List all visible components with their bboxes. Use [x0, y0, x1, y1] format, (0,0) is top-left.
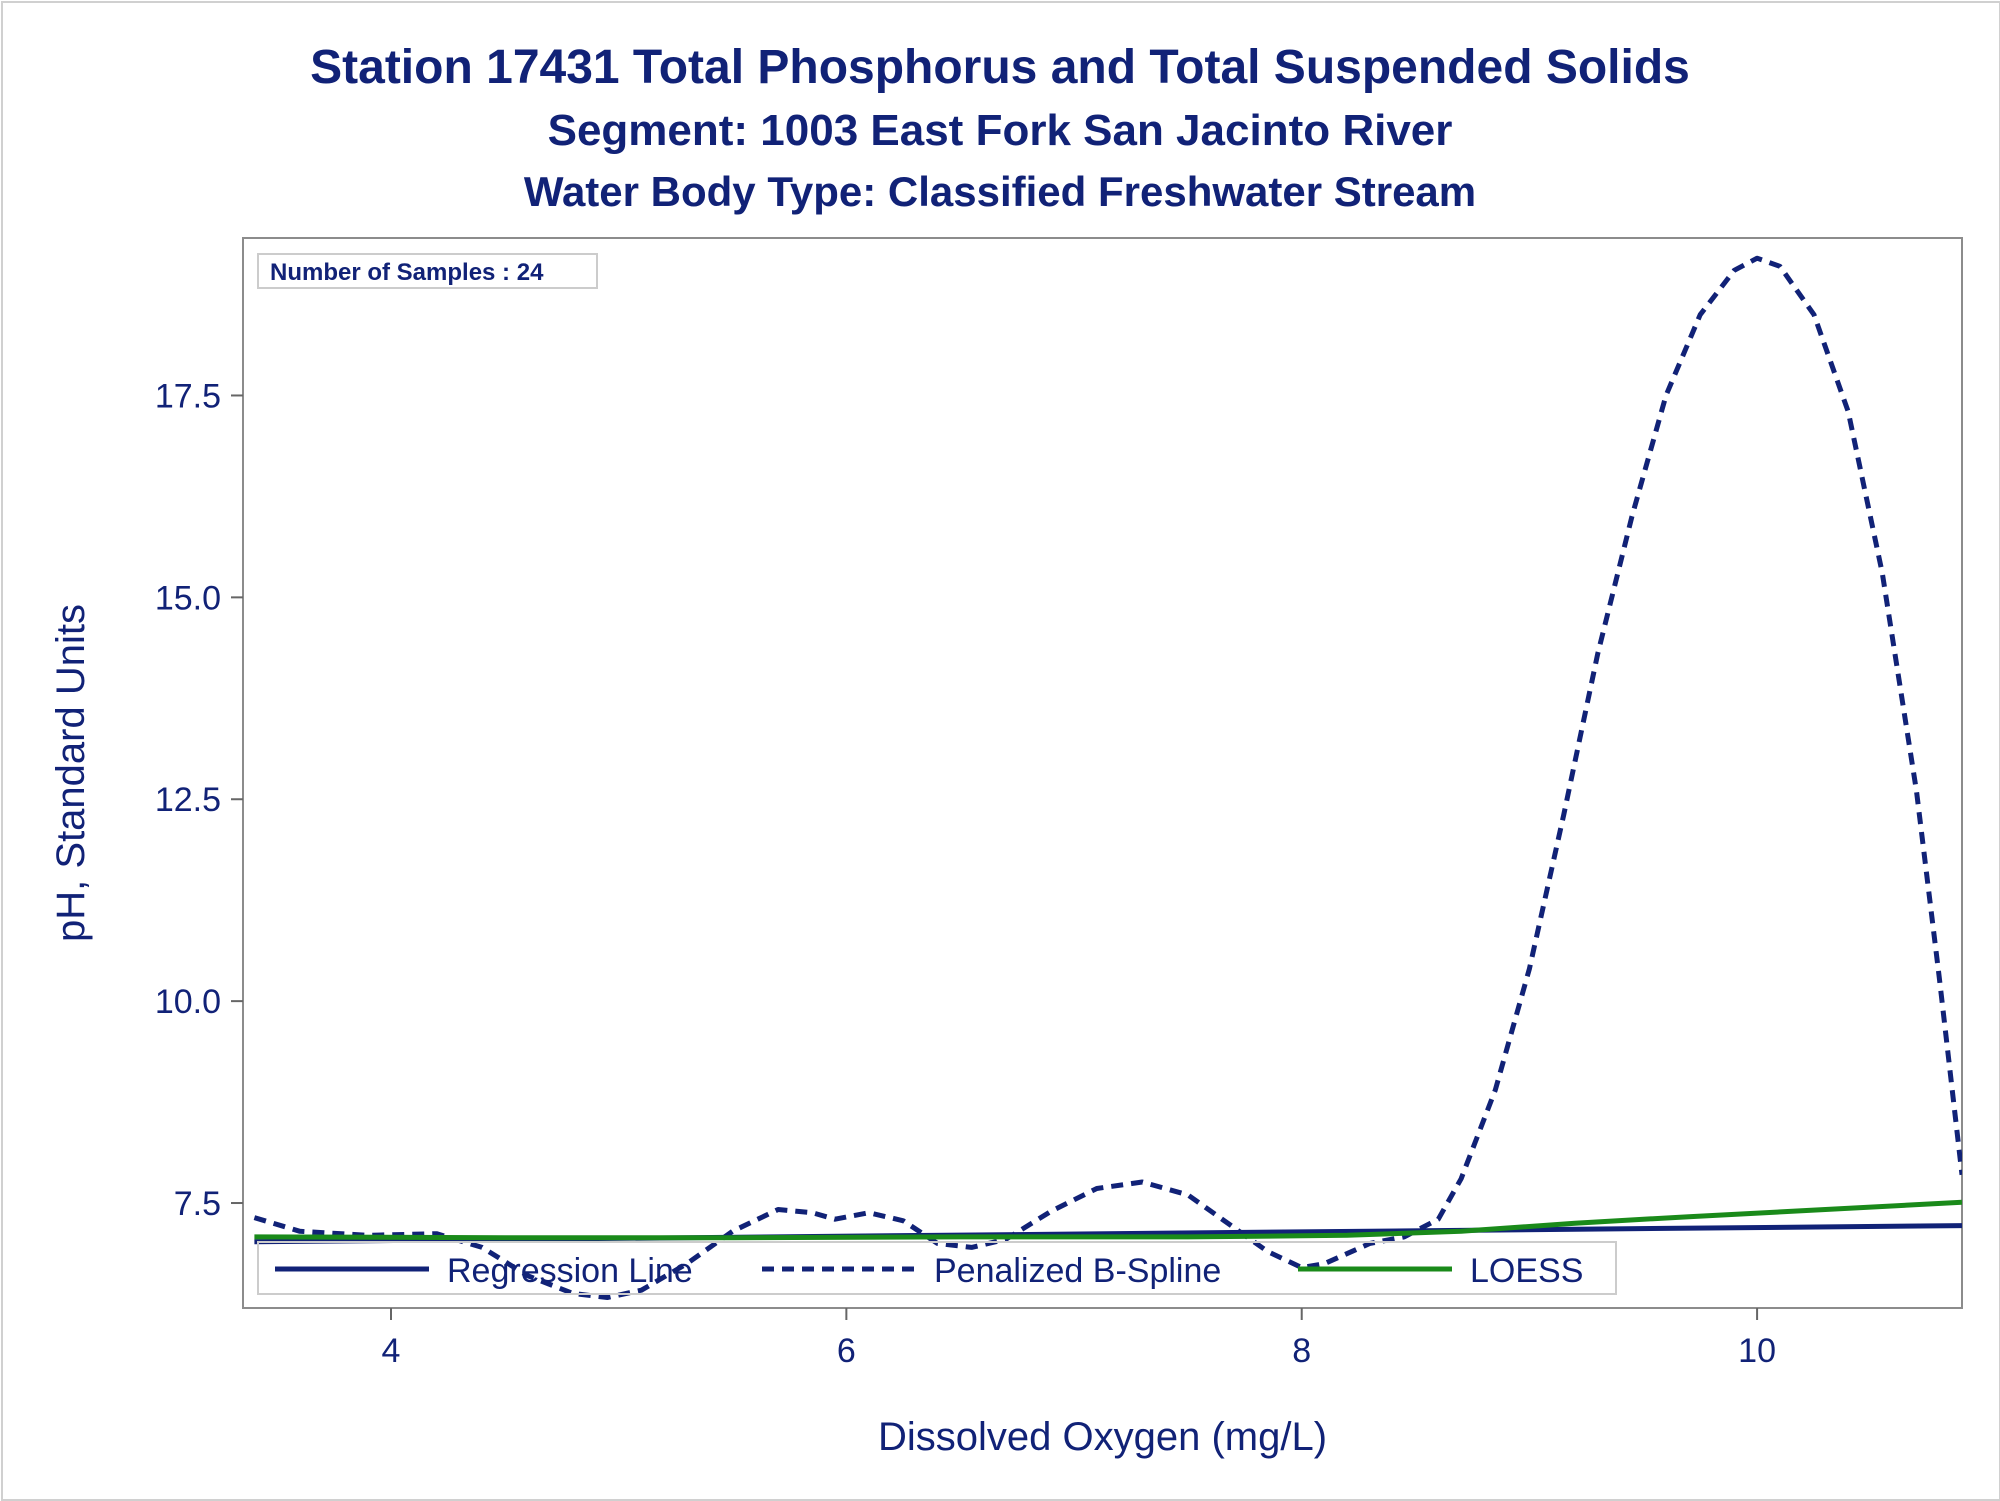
legend-label-1: Regression Line — [447, 1252, 693, 1290]
x-tick-label: 10 — [1738, 1332, 1776, 1370]
legend-box — [257, 1241, 1617, 1295]
legend-label-2: Penalized B-Spline — [934, 1252, 1221, 1290]
plot-area — [242, 237, 1963, 1309]
series-line-2 — [253, 255, 1962, 1300]
chart-subtitle: Segment: 1003 East Fork San Jacinto Rive… — [547, 106, 1453, 155]
x-tick-label: 6 — [837, 1332, 856, 1370]
y-tick-label: 15.0 — [155, 579, 221, 617]
chart-title: Station 17431 Total Phosphorus and Total… — [310, 41, 1690, 94]
x-axis-label: Dissolved Oxygen (mg/L) — [878, 1415, 1327, 1459]
x-tick-label: 4 — [382, 1332, 401, 1370]
y-tick-label: 17.5 — [155, 377, 221, 415]
sample-count-box — [257, 253, 598, 289]
y-tick-label: 10.0 — [155, 983, 221, 1021]
sample-count-label: Number of Samples : 24 — [270, 259, 544, 286]
legend-label-3: LOESS — [1470, 1252, 1583, 1290]
y-tick-label: 7.5 — [174, 1185, 221, 1223]
y-tick-label: 12.5 — [155, 781, 221, 819]
x-tick-label: 8 — [1292, 1332, 1311, 1370]
y-axis-label: pH, Standard Units — [49, 604, 93, 942]
series-line-3 — [254, 1199, 1962, 1241]
chart-subtitle-2: Water Body Type: Classified Freshwater S… — [523, 168, 1477, 215]
